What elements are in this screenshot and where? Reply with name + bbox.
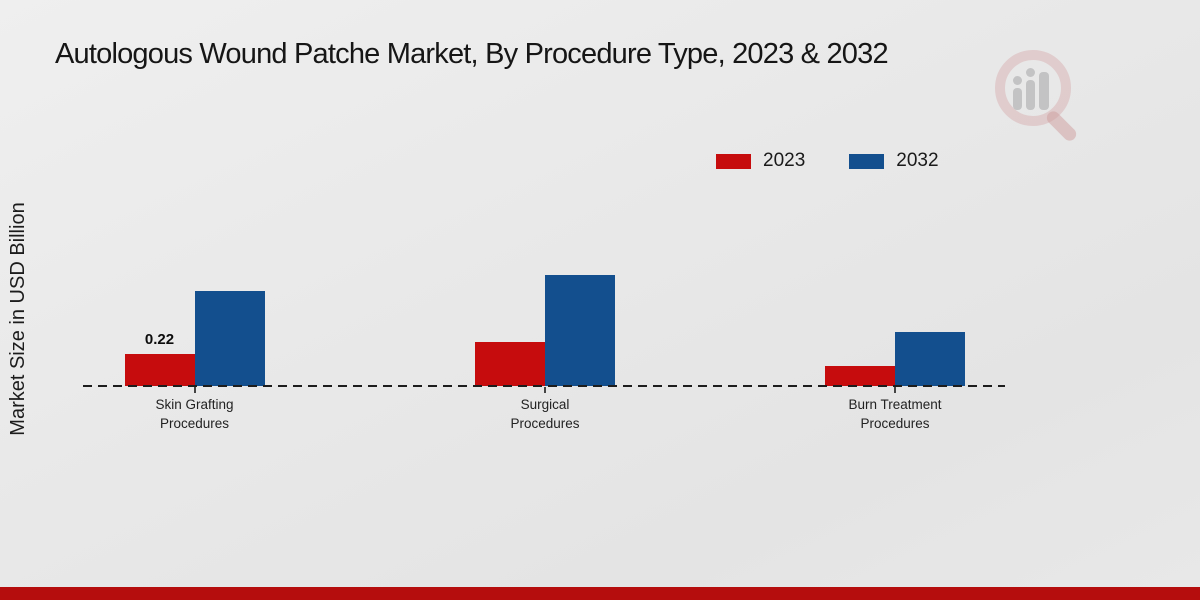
bar-2032-surgical-procedures bbox=[545, 275, 615, 386]
legend-item-2023: 2023 bbox=[716, 150, 805, 172]
legend-swatch-2023 bbox=[716, 153, 751, 169]
magnifier-bar-chart-logo-icon bbox=[993, 48, 1088, 148]
legend-label-2032: 2032 bbox=[896, 150, 939, 171]
legend: 2023 2032 bbox=[716, 150, 939, 172]
category-label-skin-grafting-procedures: Skin Grafting Procedures bbox=[155, 397, 234, 431]
bar-2023-surgical-procedures bbox=[475, 342, 545, 386]
bar-2032-skin-grafting-procedures bbox=[194, 291, 265, 386]
axis-tick bbox=[544, 387, 546, 393]
x-axis-baseline bbox=[83, 385, 1005, 387]
axis-tick bbox=[193, 387, 196, 393]
category-label-surgical-procedures: Surgical Procedures bbox=[510, 397, 580, 431]
magnifier-ring bbox=[995, 50, 1071, 126]
category-label-burn-treatment-procedures: Burn Treatment Procedures bbox=[848, 397, 942, 431]
bar-value-label: 0.22 bbox=[144, 331, 175, 348]
logo-dot bbox=[1013, 76, 1022, 85]
logo-bar bbox=[1026, 80, 1035, 110]
axis-tick bbox=[894, 387, 896, 393]
logo-dot bbox=[1026, 68, 1035, 77]
logo-bar bbox=[1013, 88, 1022, 110]
bar-2023-burn-treatment-procedures bbox=[825, 366, 895, 386]
legend-label-2023: 2023 bbox=[763, 150, 806, 171]
footer-accent-bar bbox=[0, 587, 1200, 600]
legend-swatch-2032 bbox=[849, 153, 885, 169]
legend-item-2032: 2032 bbox=[849, 150, 939, 172]
bar-2032-burn-treatment-procedures bbox=[895, 332, 965, 386]
chart-title: Autologous Wound Patche Market, By Proce… bbox=[55, 38, 889, 70]
bar-2023-skin-grafting-procedures bbox=[124, 354, 195, 386]
logo-bar bbox=[1039, 72, 1049, 110]
